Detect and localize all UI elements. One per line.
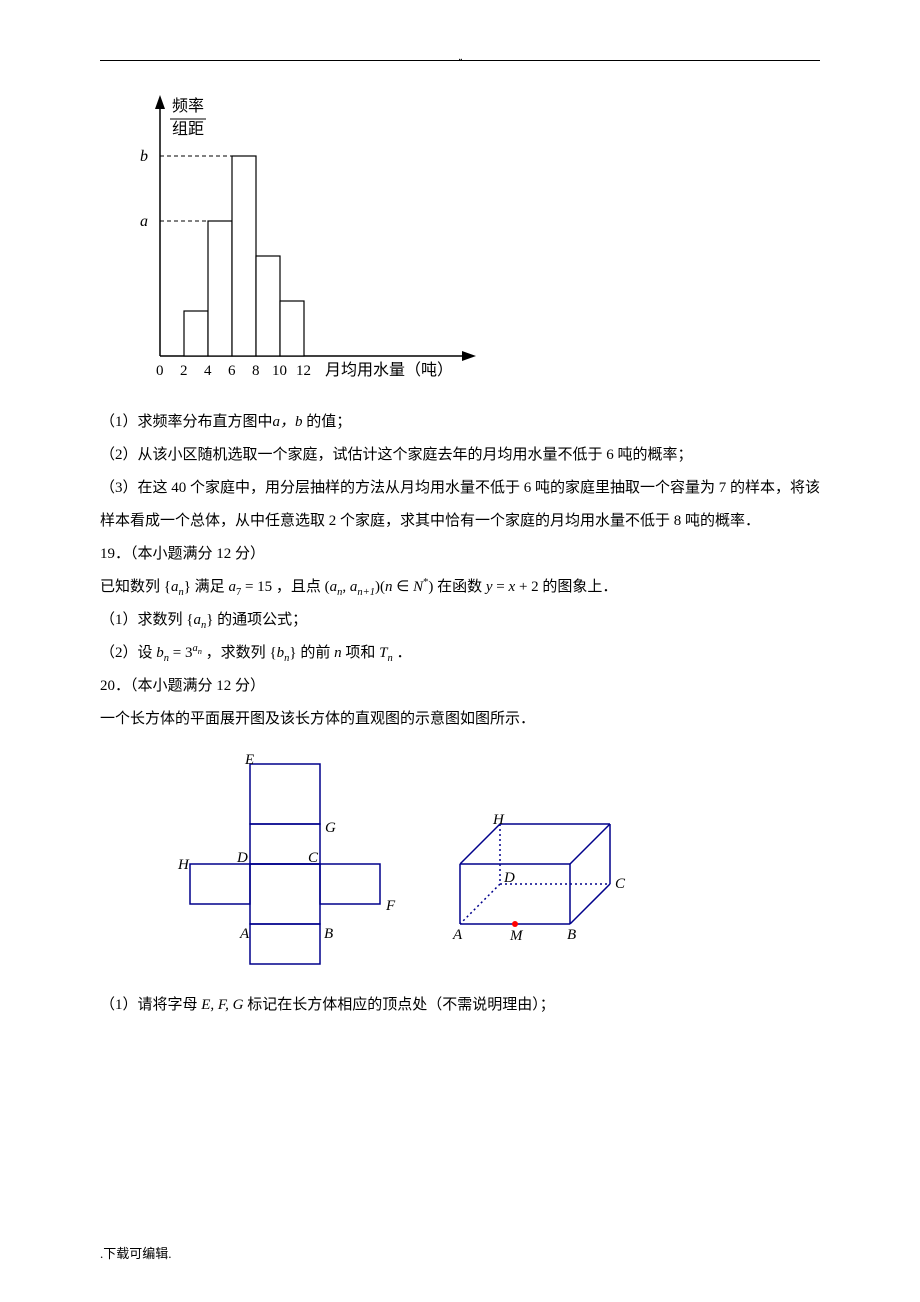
header-dots: ..	[458, 51, 462, 63]
y-tick-a: a	[140, 213, 148, 230]
x-tick-2: 4	[204, 363, 212, 379]
net-label-F: F	[385, 898, 396, 914]
y-axis-label-top: 频率	[172, 97, 204, 115]
header-rule: ..	[100, 60, 820, 61]
q19-stem: 已知数列 {an} 满足 a7 = 15 ，且点 (an, an+1)(n ∈ …	[100, 571, 820, 604]
cuboid-label-H: H	[492, 812, 505, 828]
y-tick-b: b	[140, 148, 148, 165]
cuboid-label-M: M	[509, 928, 524, 944]
histogram: 频率 组距 b a 0 2 4 6 8 10 12 月均用水量（吨）	[110, 81, 820, 396]
cuboid-label-D: D	[503, 870, 515, 886]
q19-part2: （2）设 bn = 3an ，求数列 {bn} 的前 n 项和 Tn ．	[100, 637, 820, 670]
bar-1	[184, 311, 208, 356]
net-label-H: H	[177, 857, 190, 873]
q20-part1: （1）请将字母 E, F, G 标记在长方体相应的顶点处（不需说明理由）；	[100, 989, 820, 1022]
net-diagram: E G H D C A B F	[160, 754, 820, 979]
x-tick-6: 12	[296, 363, 311, 379]
x-tick-3: 6	[228, 363, 236, 379]
bar-4	[256, 256, 280, 356]
y-axis-label-bottom: 组距	[172, 120, 204, 138]
net-label-E: E	[244, 754, 254, 768]
x-tick-1: 2	[180, 363, 188, 379]
q18-part3: （3）在这 40 个家庭中，用分层抽样的方法从月均用水量不低于 6 吨的家庭里抽…	[100, 472, 820, 538]
x-axis-label: 月均用水量（吨）	[325, 361, 453, 379]
net-label-A: A	[239, 926, 250, 942]
point-M	[512, 921, 518, 927]
q20-stem: 一个长方体的平面展开图及该长方体的直观图的示意图如图所示．	[100, 703, 820, 736]
x-tick-5: 10	[272, 363, 287, 379]
cuboid-label-A: A	[452, 927, 463, 943]
net-label-C: C	[308, 850, 319, 866]
cuboid-label-C: C	[615, 876, 626, 892]
net-label-B: B	[324, 926, 333, 942]
q18-part2: （2）从该小区随机选取一个家庭，试估计这个家庭去年的月均用水量不低于 6 吨的概…	[100, 439, 820, 472]
bar-5	[280, 301, 304, 356]
bar-3	[232, 156, 256, 356]
cuboid-label-B: B	[567, 927, 576, 943]
q20-heading: 20．（本小题满分 12 分）	[100, 670, 820, 703]
net-label-G: G	[325, 820, 336, 836]
q18-part1: （1）求频率分布直方图中a，b 的值；	[100, 406, 820, 439]
x-tick-0: 0	[156, 363, 164, 379]
x-tick-4: 8	[252, 363, 260, 379]
bar-2	[208, 221, 232, 356]
footer-text: .下载可编辑.	[100, 1243, 172, 1262]
q19-heading: 19．（本小题满分 12 分）	[100, 538, 820, 571]
net-label-D: D	[236, 850, 248, 866]
q19-part1: （1）求数列 {an} 的通项公式；	[100, 604, 820, 637]
